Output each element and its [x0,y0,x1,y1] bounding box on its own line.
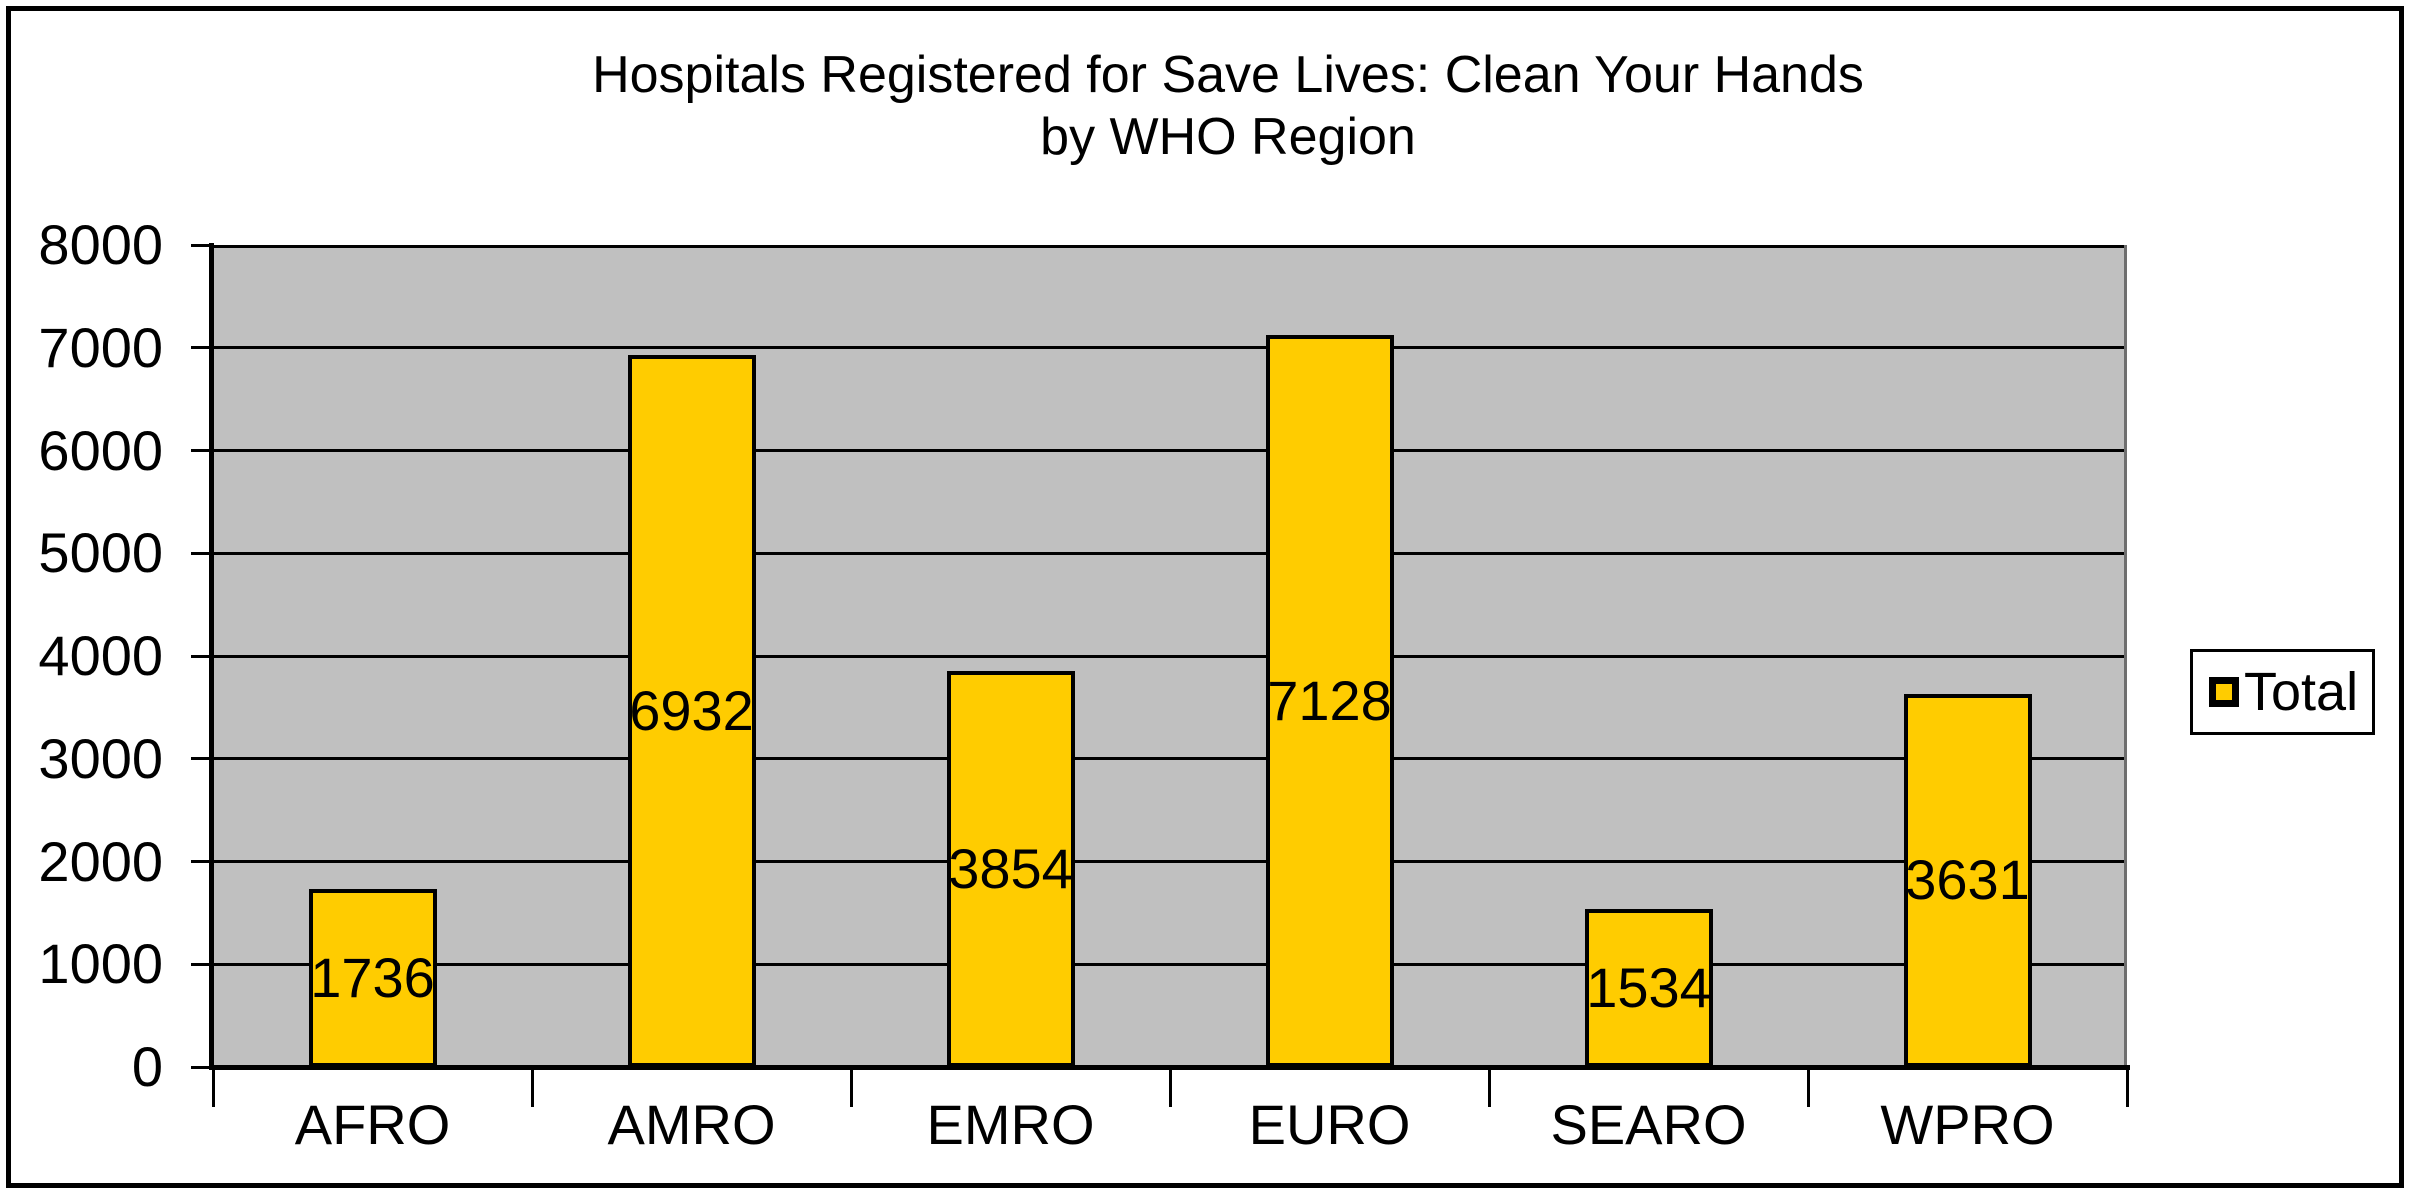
gridline-5000 [213,551,2127,555]
category-label-emro: EMRO [926,1093,1095,1156]
legend: Total [2190,649,2375,735]
x-axis-tick [849,1069,853,1107]
y-axis-tick [191,860,213,863]
legend-label: Total [2244,662,2359,722]
bar-value-label: 1534 [1586,956,1711,1020]
gridline-2000 [213,860,2127,863]
legend-swatch-icon [2209,677,2239,707]
gridline-1000 [213,962,2127,966]
y-axis-line [209,243,214,1069]
y-axis-label: 6000 [38,418,163,482]
bar-value-label: 3631 [1905,848,2030,912]
gridline-4000 [213,654,2127,658]
y-axis-label: 1000 [38,932,163,996]
bar-value-label: 3854 [948,836,1073,900]
plot-right-border [2124,245,2127,1067]
chart-title: Hospitals Registered for Save Lives: Cle… [18,44,2420,168]
category-label-afro: AFRO [294,1093,451,1156]
x-axis-tick [1487,1069,1491,1107]
bar-amro: 6932 [627,354,756,1067]
x-axis-tick [1168,1069,1172,1107]
category-label-searo: SEARO [1550,1093,1747,1156]
y-axis-tick [191,757,213,761]
gridline-3000 [213,757,2127,761]
bar-wpro: 3631 [1903,693,2032,1067]
bar-searo: 1534 [1584,909,1713,1067]
x-axis-tick [2125,1069,2129,1107]
y-axis-label: 3000 [38,726,163,790]
bar-value-label: 1736 [310,945,435,1009]
category-label-wpro: WPRO [1880,1093,2055,1156]
gridline-7000 [213,346,2127,350]
x-axis-tick [530,1069,534,1107]
chart-frame [6,6,2404,1188]
x-axis-line [209,1065,2130,1070]
chart-title-line-1: Hospitals Registered for Save Lives: Cle… [592,46,1864,104]
gridline-8000 [213,245,2127,248]
bar-emro: 3854 [946,671,1075,1067]
plot-area: 1736 6932 3854 7128 1534 3631 [213,245,2127,1067]
x-axis-tick [1806,1069,1810,1107]
y-axis-tick [191,449,213,452]
gridline-6000 [213,449,2127,452]
category-label-euro: EURO [1248,1093,1411,1156]
y-axis-label: 5000 [38,521,163,585]
y-axis-tick [191,243,213,247]
category-label-amro: AMRO [607,1093,776,1156]
y-axis-tick [191,346,213,350]
y-axis-label: 4000 [38,624,163,687]
y-axis-tick [191,551,213,555]
bar-value-label: 6932 [629,678,754,742]
chart-title-line-2: by WHO Region [1040,108,1416,166]
y-axis-tick [191,654,213,658]
y-axis-label: 2000 [38,829,163,893]
bar-euro: 7128 [1265,334,1394,1067]
y-axis-label: 8000 [38,213,163,276]
bar-afro: 1736 [308,888,437,1067]
y-axis-label: 7000 [38,315,163,379]
y-axis-tick [191,1065,213,1069]
y-axis-tick [191,962,213,966]
y-axis-label: 0 [131,1035,163,1098]
bar-value-label: 7128 [1267,668,1392,732]
x-axis-tick [211,1069,215,1107]
